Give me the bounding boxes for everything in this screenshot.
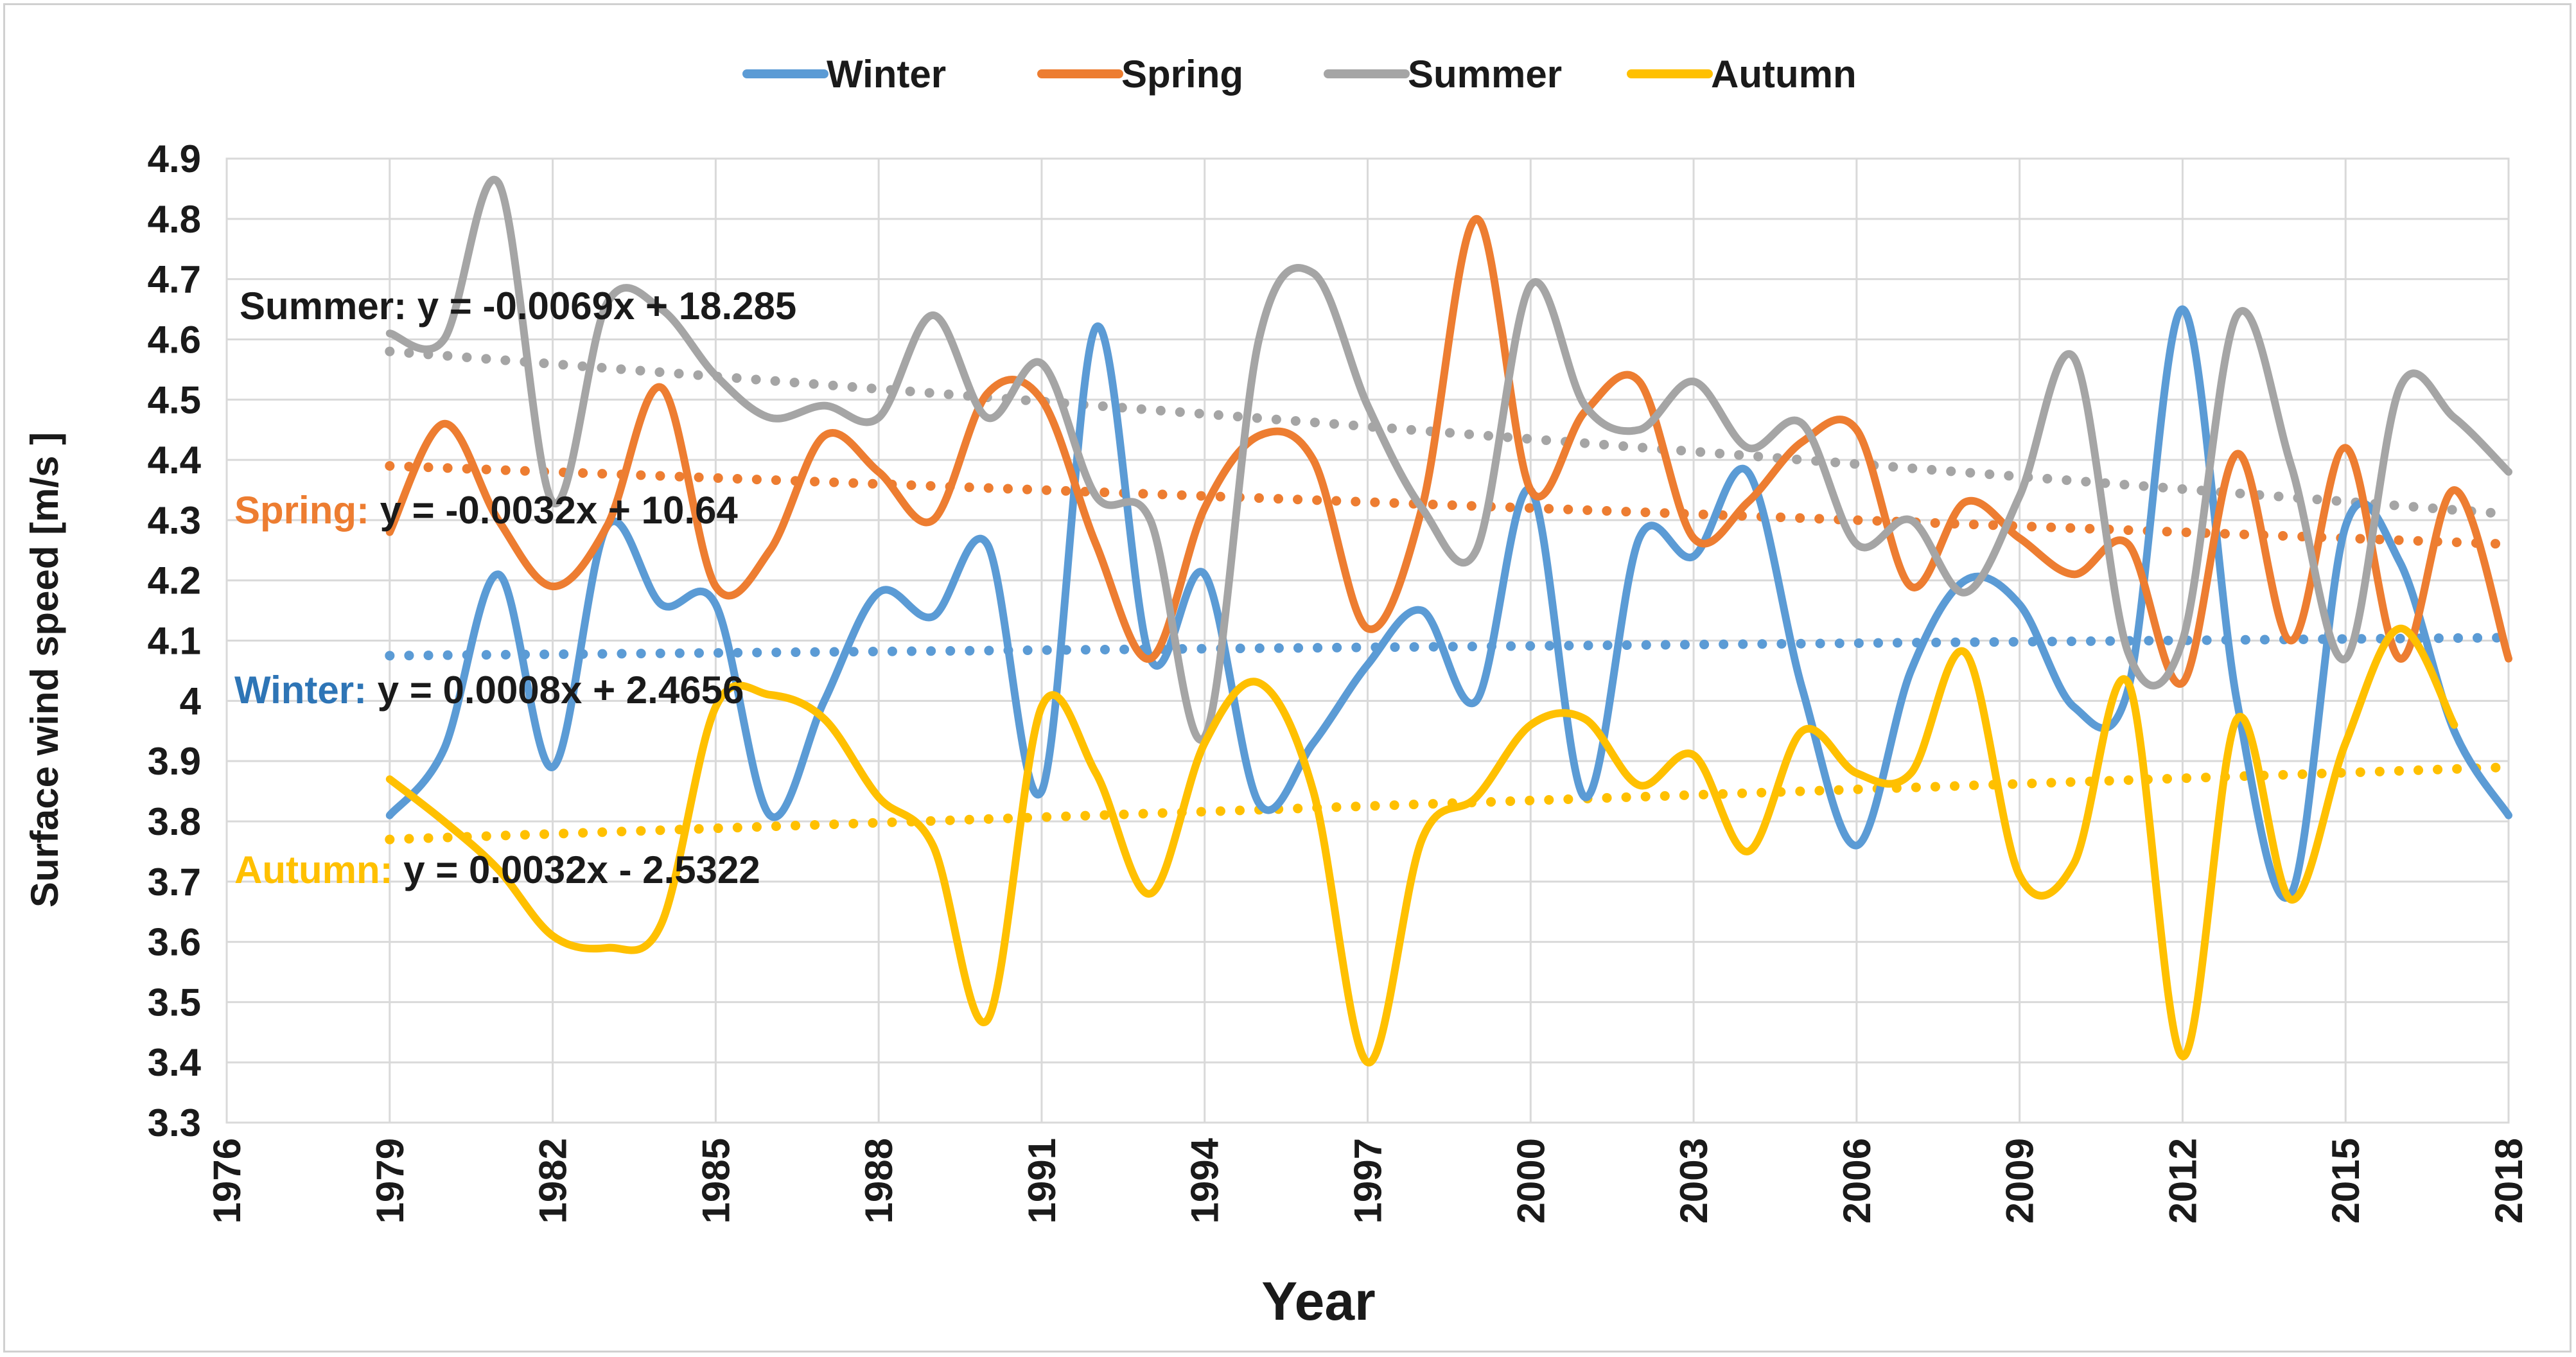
legend-label-spring: Spring (1121, 53, 1243, 96)
trendlines (385, 346, 2514, 845)
spring-series-line (385, 214, 2512, 688)
y-axis-ticks: 3.3 3.4 3.5 3.6 3.7 3.8 3.9 4 4.1 4.2 4.3 4.4 4.5 4.6… (148, 137, 202, 1144)
x-tick-label: 2018 (2487, 1138, 2530, 1223)
spring-trendline (385, 460, 2514, 549)
y-tick-label: 3.3 (148, 1101, 201, 1144)
winter-series-line (385, 305, 2512, 902)
legend-label-winter: Winter (827, 53, 946, 96)
x-tick-label: 1979 (369, 1138, 412, 1223)
y-tick-label: 3.6 (148, 921, 201, 964)
x-axis-ticks: 1976 1979 1982 1985 1988 1991 1994 1997 2000 2003… (206, 1137, 2530, 1223)
x-tick-label: 2003 (1672, 1138, 1715, 1223)
trend-equations: Winter: y = 0.0008x + 2.4656 Spring: y = … (234, 285, 796, 891)
legend-label-autumn: Autumn (1711, 53, 1857, 96)
autumn-trend-equation: Autumn: y = 0.0032x - 2.5322 (234, 848, 760, 891)
x-tick-label: 1985 (694, 1138, 737, 1223)
y-tick-label: 4.6 (148, 318, 201, 361)
y-tick-label: 3.7 (148, 861, 201, 904)
y-tick-label: 4.3 (148, 499, 201, 542)
y-tick-label: 4.1 (148, 620, 201, 663)
chart-frame (3, 3, 2572, 1353)
autumn-series-line (385, 624, 2458, 1067)
spring-trend-equation: Spring: y = -0.0032x + 10.64 (234, 489, 738, 532)
autumn-trendline (385, 762, 2514, 845)
summer-trend-equation: Summer: y = -0.0069x + 18.285 (240, 285, 796, 328)
winter-trend-equation: Winter: y = 0.0008x + 2.4656 (234, 669, 744, 712)
y-tick-label: 4.9 (148, 137, 201, 180)
x-tick-label: 1988 (857, 1138, 900, 1223)
winter-trendline (385, 633, 2514, 661)
y-axis-title: Surface wind speed [m/s ] (23, 432, 66, 907)
x-tick-label: 2009 (1999, 1138, 2042, 1223)
y-tick-label: 4.7 (148, 258, 201, 301)
y-tick-label: 4.8 (148, 198, 201, 241)
x-tick-label: 2012 (2161, 1138, 2204, 1223)
x-axis-title: Year (1261, 1271, 1376, 1331)
y-tick-label: 4 (180, 679, 202, 722)
x-tick-label: 1976 (206, 1138, 249, 1223)
legend-label-summer: Summer (1408, 53, 1562, 96)
y-tick-label: 4.4 (148, 439, 202, 482)
x-tick-label: 1997 (1347, 1138, 1390, 1223)
plot-area (225, 157, 2510, 1124)
y-tick-label: 3.5 (148, 981, 201, 1024)
legend: Winter Spring Summer Autumn (742, 53, 1857, 96)
series-lines (385, 176, 2512, 1067)
x-tick-label: 1994 (1184, 1137, 1227, 1223)
x-tick-label: 1991 (1021, 1138, 1064, 1223)
x-tick-label: 2015 (2324, 1138, 2367, 1223)
summer-trendline (385, 346, 2514, 519)
y-tick-label: 3.9 (148, 740, 201, 783)
y-tick-label: 3.8 (148, 800, 201, 843)
x-tick-label: 2006 (1836, 1138, 1879, 1223)
y-tick-label: 3.4 (148, 1041, 202, 1084)
summer-series-line (385, 176, 2512, 744)
x-tick-label: 2000 (1509, 1138, 1552, 1223)
y-tick-label: 4.5 (148, 378, 201, 421)
y-tick-label: 4.2 (148, 559, 201, 602)
x-tick-label: 1982 (532, 1138, 575, 1223)
